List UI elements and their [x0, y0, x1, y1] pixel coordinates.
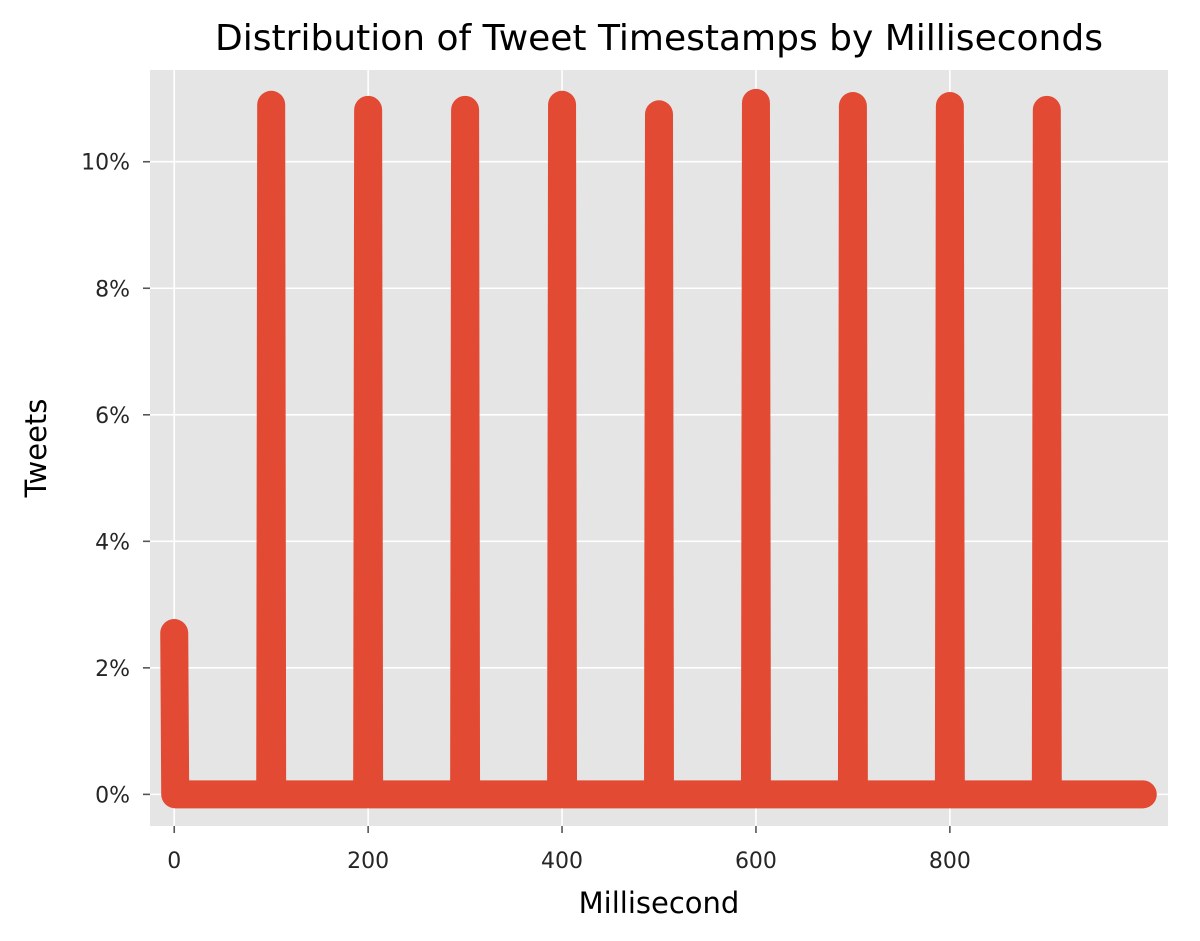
- y-tick-label: 2%: [95, 657, 130, 682]
- x-axis-ticks: 0 200 400 600 800: [167, 826, 971, 874]
- y-tick-label: 0%: [95, 783, 130, 808]
- y-axis-ticks: 0% 2% 4% 6% 8% 10%: [81, 151, 150, 808]
- y-axis-label: Tweets: [19, 399, 53, 499]
- x-axis-label: Millisecond: [579, 886, 740, 920]
- x-tick-label: 800: [929, 849, 971, 874]
- chart-title: Distribution of Tweet Timestamps by Mill…: [215, 18, 1103, 59]
- y-tick-label: 4%: [95, 530, 130, 555]
- series-layer: [160, 88, 1157, 809]
- x-tick-label: 0: [167, 849, 181, 874]
- x-tick-label: 400: [541, 849, 583, 874]
- series-line: [160, 88, 1157, 809]
- x-tick-label: 200: [347, 849, 389, 874]
- x-tick-label: 600: [735, 849, 777, 874]
- y-tick-label: 8%: [95, 277, 130, 302]
- y-tick-label: 10%: [81, 151, 130, 176]
- y-tick-label: 6%: [95, 404, 130, 429]
